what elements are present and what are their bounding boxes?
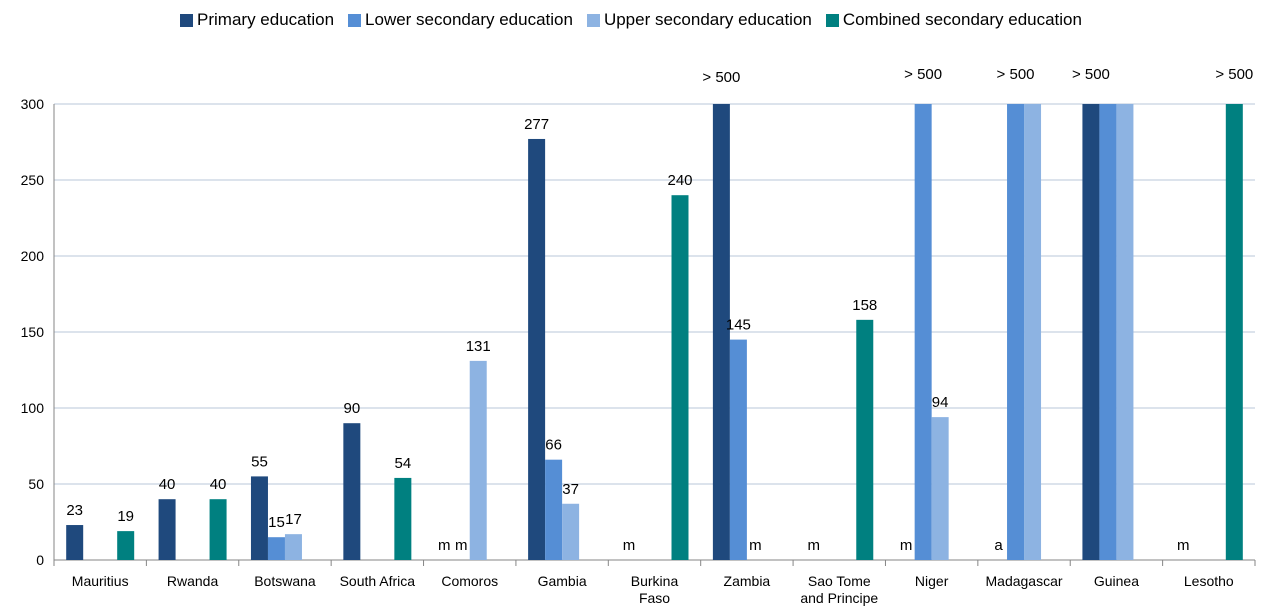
- bar: [1007, 104, 1025, 560]
- legend-label: Lower secondary education: [365, 10, 573, 29]
- bar: [267, 537, 285, 560]
- y-tick-label: 300: [21, 96, 45, 112]
- data-label: a: [994, 537, 1003, 554]
- bar: [158, 499, 176, 560]
- x-tick-label: Niger: [915, 573, 949, 589]
- data-label: 54: [395, 455, 412, 472]
- data-label: 277: [524, 116, 549, 133]
- data-label: m: [1177, 537, 1190, 554]
- y-tick-label: 0: [36, 552, 44, 568]
- bar: [66, 525, 84, 560]
- legend-swatch: [825, 13, 839, 27]
- y-tick-label: 100: [21, 400, 45, 416]
- y-tick-label: 50: [28, 476, 44, 492]
- legend-item: Upper secondary education: [586, 10, 812, 30]
- bar: [209, 499, 227, 560]
- data-label: 158: [852, 297, 877, 314]
- x-tick-label: Lesotho: [1184, 573, 1234, 589]
- legend: Primary education Lower secondary educati…: [0, 10, 1262, 30]
- legend-label: Combined secondary education: [842, 10, 1082, 29]
- bar: [545, 459, 563, 560]
- x-tick-label: Comoros: [441, 573, 498, 589]
- data-label: 55: [251, 453, 268, 470]
- x-tick-label: and Principe: [800, 590, 878, 606]
- data-label: 37: [562, 481, 579, 498]
- data-label: m: [808, 537, 821, 554]
- data-label: m: [438, 537, 451, 554]
- data-label: 17: [285, 511, 302, 528]
- bar: [931, 417, 949, 560]
- legend-label: Primary education: [197, 10, 335, 29]
- data-label: 40: [159, 476, 176, 493]
- data-label: m: [900, 537, 913, 554]
- legend-item: Primary education: [180, 10, 334, 30]
- x-tick-label: Rwanda: [167, 573, 219, 589]
- data-label: > 500: [1215, 66, 1253, 83]
- x-tick-label: Sao Tome: [808, 573, 871, 589]
- x-tick-label: Faso: [639, 590, 670, 606]
- x-tick-label: Gambia: [538, 573, 587, 589]
- bar: [394, 477, 412, 560]
- data-label: 40: [210, 476, 227, 493]
- bar: [1099, 104, 1117, 560]
- y-tick-label: 200: [21, 248, 45, 264]
- data-label: > 500: [997, 66, 1035, 83]
- x-tick-label: Guinea: [1094, 573, 1139, 589]
- data-label: m: [623, 537, 636, 554]
- bar: [250, 476, 268, 560]
- data-label: 90: [344, 400, 361, 417]
- data-label: m: [455, 537, 468, 554]
- data-label: 240: [667, 172, 692, 189]
- bar: [712, 104, 730, 560]
- legend-item: Lower secondary education: [348, 10, 573, 30]
- bar: [729, 339, 747, 560]
- bar: [117, 531, 135, 560]
- legend-label: Upper secondary education: [603, 10, 812, 29]
- x-tick-label: Madagascar: [986, 573, 1063, 589]
- data-label: > 500: [702, 69, 740, 86]
- data-label: > 500: [904, 66, 942, 83]
- x-tick-label: Burkina: [631, 573, 679, 589]
- legend-swatch: [348, 13, 362, 27]
- bar: [1082, 104, 1100, 560]
- data-label: 94: [932, 394, 949, 411]
- bar: [1225, 104, 1243, 560]
- data-label: 145: [726, 317, 751, 334]
- data-label: 66: [545, 437, 562, 454]
- x-tick-label: Zambia: [724, 573, 771, 589]
- bar: [562, 503, 580, 560]
- bar: [1024, 104, 1042, 560]
- y-tick-label: 150: [21, 324, 45, 340]
- x-tick-label: Botswana: [254, 573, 316, 589]
- legend-swatch: [180, 13, 194, 27]
- bar: [528, 138, 546, 560]
- legend-item: Combined secondary education: [825, 10, 1082, 30]
- data-label: m: [749, 537, 762, 554]
- data-label: 23: [66, 502, 83, 519]
- x-tick-label: South Africa: [340, 573, 416, 589]
- bar: [284, 534, 302, 560]
- legend-swatch: [586, 13, 600, 27]
- x-tick-label: Mauritius: [72, 573, 129, 589]
- data-label: > 500: [1072, 66, 1110, 83]
- bar: [343, 423, 361, 560]
- data-label: 19: [117, 508, 134, 525]
- bar: [469, 360, 487, 560]
- data-label: 131: [466, 338, 491, 355]
- bar: [856, 319, 874, 560]
- data-label: 15: [268, 514, 285, 531]
- bar: [914, 104, 932, 560]
- bar: [1116, 104, 1134, 560]
- y-tick-label: 250: [21, 172, 45, 188]
- bar: [671, 195, 689, 560]
